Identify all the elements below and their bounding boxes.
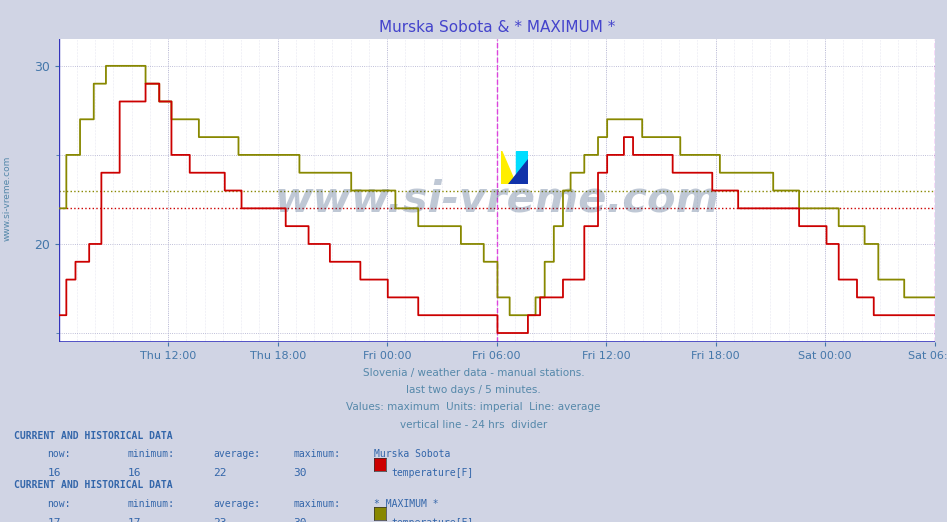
Text: * MAXIMUM *: * MAXIMUM * [374, 499, 438, 508]
Text: 16: 16 [47, 468, 61, 478]
Text: 17: 17 [128, 518, 141, 522]
Text: vertical line - 24 hrs  divider: vertical line - 24 hrs divider [400, 420, 547, 430]
Text: CURRENT AND HISTORICAL DATA: CURRENT AND HISTORICAL DATA [14, 431, 173, 441]
Text: Values: maximum  Units: imperial  Line: average: Values: maximum Units: imperial Line: av… [347, 402, 600, 412]
Text: 22: 22 [213, 468, 226, 478]
Text: maximum:: maximum: [294, 449, 341, 459]
Text: minimum:: minimum: [128, 499, 175, 508]
Text: average:: average: [213, 449, 260, 459]
Polygon shape [508, 159, 528, 184]
Polygon shape [502, 150, 516, 184]
Text: average:: average: [213, 499, 260, 508]
Text: CURRENT AND HISTORICAL DATA: CURRENT AND HISTORICAL DATA [14, 480, 173, 490]
Text: 30: 30 [294, 468, 307, 478]
Text: now:: now: [47, 449, 71, 459]
Text: 17: 17 [47, 518, 61, 522]
Text: Slovenia / weather data - manual stations.: Slovenia / weather data - manual station… [363, 368, 584, 378]
Text: now:: now: [47, 499, 71, 508]
Text: www.si-vreme.com: www.si-vreme.com [3, 156, 12, 241]
Text: 23: 23 [213, 518, 226, 522]
Polygon shape [516, 150, 528, 184]
Title: Murska Sobota & * MAXIMUM *: Murska Sobota & * MAXIMUM * [379, 20, 615, 35]
Text: temperature[F]: temperature[F] [391, 468, 474, 478]
Text: 30: 30 [294, 518, 307, 522]
Text: Murska Sobota: Murska Sobota [374, 449, 451, 459]
Text: temperature[F]: temperature[F] [391, 518, 474, 522]
Text: last two days / 5 minutes.: last two days / 5 minutes. [406, 385, 541, 395]
Text: www.si-vreme.com: www.si-vreme.com [275, 179, 719, 221]
Text: minimum:: minimum: [128, 449, 175, 459]
Text: maximum:: maximum: [294, 499, 341, 508]
Text: 16: 16 [128, 468, 141, 478]
